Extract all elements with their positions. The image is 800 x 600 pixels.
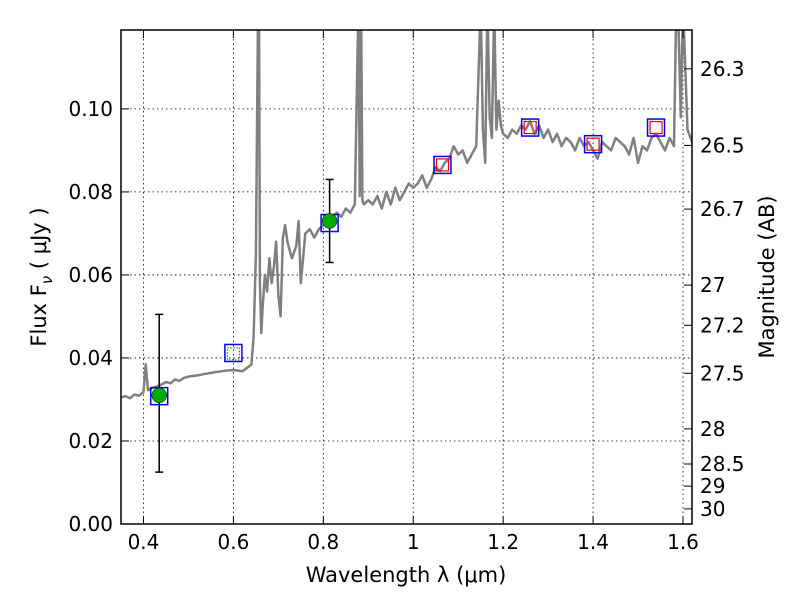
mag-tick-label: 26.7	[700, 197, 745, 221]
mag-tick-label: 30	[700, 497, 725, 521]
mag-tick-label: 29	[700, 474, 725, 498]
y-axis-label-text: Flux F	[27, 284, 51, 346]
y2-axis-label-group: Magnitude (AB)	[755, 195, 779, 358]
y2-axis-label: Magnitude (AB)	[755, 195, 779, 358]
observed-flux-point	[321, 213, 338, 229]
model-photometry-square	[520, 118, 540, 137]
x-tick-label: 0.4	[128, 530, 160, 554]
x-tick-label: 1.6	[667, 530, 699, 554]
y-tick-label: 0.04	[68, 346, 113, 370]
y-tick-label: 0.08	[68, 180, 113, 204]
mag-tick-label: 27.5	[700, 361, 745, 385]
y-axis-label-unit: ( μJy )	[27, 207, 51, 275]
x-tick-label: 0.6	[217, 530, 249, 554]
mag-tick-label: 27	[700, 273, 725, 297]
x-tick-label: 1	[407, 530, 420, 554]
x-tick-label: 1.4	[577, 530, 609, 554]
upper-limit-marker	[586, 137, 600, 151]
mag-tick-label: 26.5	[700, 133, 745, 157]
model-photometry-square	[433, 155, 452, 175]
observed-flux-point	[151, 387, 167, 404]
y-tick-label: 0.10	[68, 97, 113, 121]
upper-limit-marker	[649, 120, 663, 135]
model-spectrum-line	[121, 30, 692, 400]
y-axis-label-subscript: ν	[38, 276, 56, 284]
x-axis-label: Wavelength λ (μm)	[306, 563, 507, 587]
upper-limit-marker	[435, 158, 450, 172]
model-photometry-square	[224, 343, 243, 363]
upper-limit-marker	[523, 120, 537, 135]
grid	[121, 30, 692, 524]
mag-tick-label: 28	[700, 417, 725, 441]
y-tick-label: 0.02	[68, 429, 113, 453]
mag-tick-label: 28.5	[700, 452, 745, 476]
mag-tick-label: 27.2	[700, 313, 745, 337]
y-axis-label-group: Flux Fν ( μJy )	[27, 207, 56, 346]
x-tick-label: 0.8	[307, 530, 339, 554]
y-tick-label: 0.06	[68, 263, 113, 287]
data-layer	[121, 30, 692, 473]
model-photometry-square	[646, 118, 666, 137]
model-photometry-square	[583, 134, 603, 154]
ticks: 0.4 0.6 0.8 1 1.2 1.4 1.6 0.00 0.02 0.04 0.06 0.08 0…	[68, 30, 745, 554]
mag-tick-label: 26.3	[700, 57, 745, 81]
y-tick-label: 0.00	[68, 512, 113, 536]
y-axis-label: Flux Fν ( μJy )	[27, 207, 56, 346]
x-tick-label: 1.2	[487, 530, 519, 554]
plot-frame	[120, 29, 693, 525]
upper-limit-marker	[226, 347, 241, 361]
